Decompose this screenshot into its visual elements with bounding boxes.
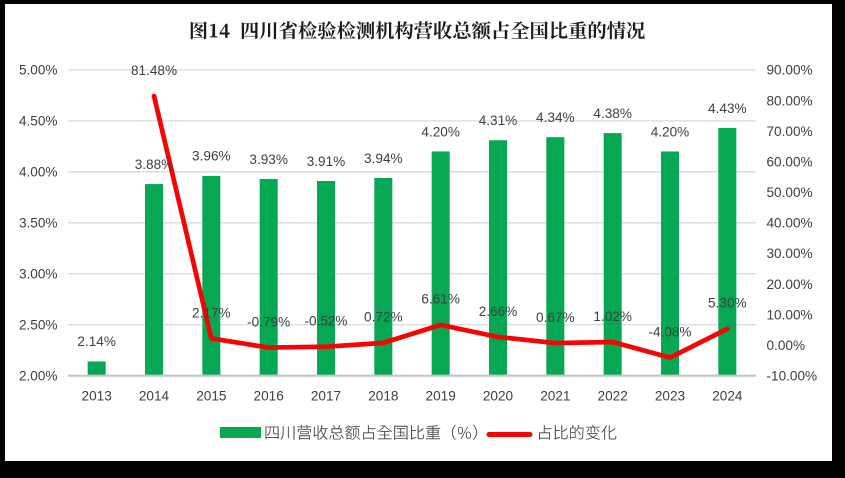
svg-text:70.00%: 70.00% [767, 124, 813, 139]
svg-text:-0.79%: -0.79% [247, 314, 290, 329]
svg-text:4.31%: 4.31% [479, 113, 518, 128]
svg-text:2022: 2022 [598, 389, 628, 404]
svg-text:60.00%: 60.00% [767, 154, 813, 169]
svg-text:2.14%: 2.14% [77, 334, 116, 349]
svg-text:4.20%: 4.20% [651, 124, 690, 139]
svg-text:0.67%: 0.67% [536, 310, 575, 325]
svg-text:0.00%: 0.00% [767, 338, 806, 353]
svg-text:4.34%: 4.34% [536, 110, 575, 125]
svg-text:4.38%: 4.38% [593, 106, 632, 121]
svg-text:2.66%: 2.66% [479, 304, 518, 319]
svg-text:4.20%: 4.20% [421, 124, 460, 139]
svg-text:1.02%: 1.02% [593, 309, 632, 324]
svg-text:3.50%: 3.50% [19, 216, 58, 231]
svg-text:2015: 2015 [196, 389, 226, 404]
svg-text:2.50%: 2.50% [19, 318, 58, 333]
svg-text:2.00%: 2.00% [19, 369, 58, 384]
svg-text:4.50%: 4.50% [19, 114, 58, 129]
svg-text:0.72%: 0.72% [364, 310, 403, 325]
svg-text:80.00%: 80.00% [767, 93, 813, 108]
svg-text:4.43%: 4.43% [708, 101, 747, 116]
svg-text:5.00%: 5.00% [19, 63, 58, 78]
svg-text:2013: 2013 [82, 389, 112, 404]
svg-text:4.00%: 4.00% [19, 165, 58, 180]
svg-text:3.91%: 3.91% [307, 154, 346, 169]
svg-text:20.00%: 20.00% [767, 277, 813, 292]
svg-text:3.96%: 3.96% [192, 149, 231, 164]
svg-text:6.61%: 6.61% [421, 292, 460, 307]
svg-text:3.93%: 3.93% [249, 152, 288, 167]
svg-text:2017: 2017 [311, 389, 341, 404]
svg-text:2021: 2021 [540, 389, 570, 404]
svg-text:81.48%: 81.48% [131, 63, 177, 78]
svg-text:10.00%: 10.00% [767, 307, 813, 322]
svg-text:2023: 2023 [655, 389, 685, 404]
svg-text:2018: 2018 [368, 389, 398, 404]
svg-text:3.00%: 3.00% [19, 267, 58, 282]
svg-text:30.00%: 30.00% [767, 246, 813, 261]
svg-text:50.00%: 50.00% [767, 185, 813, 200]
svg-text:40.00%: 40.00% [767, 216, 813, 231]
svg-text:90.00%: 90.00% [767, 63, 813, 78]
svg-text:2020: 2020 [483, 389, 514, 404]
svg-text:-10.00%: -10.00% [767, 369, 818, 384]
svg-text:2016: 2016 [254, 389, 284, 404]
svg-text:-4.08%: -4.08% [648, 324, 691, 339]
svg-text:-0.52%: -0.52% [304, 314, 347, 329]
svg-text:2.17%: 2.17% [192, 305, 231, 320]
svg-text:2014: 2014 [139, 389, 170, 404]
svg-text:3.94%: 3.94% [364, 151, 403, 166]
svg-text:5.30%: 5.30% [708, 296, 747, 311]
svg-text:2024: 2024 [712, 389, 743, 404]
svg-text:3.88%: 3.88% [135, 157, 174, 172]
svg-text:2019: 2019 [426, 389, 456, 404]
